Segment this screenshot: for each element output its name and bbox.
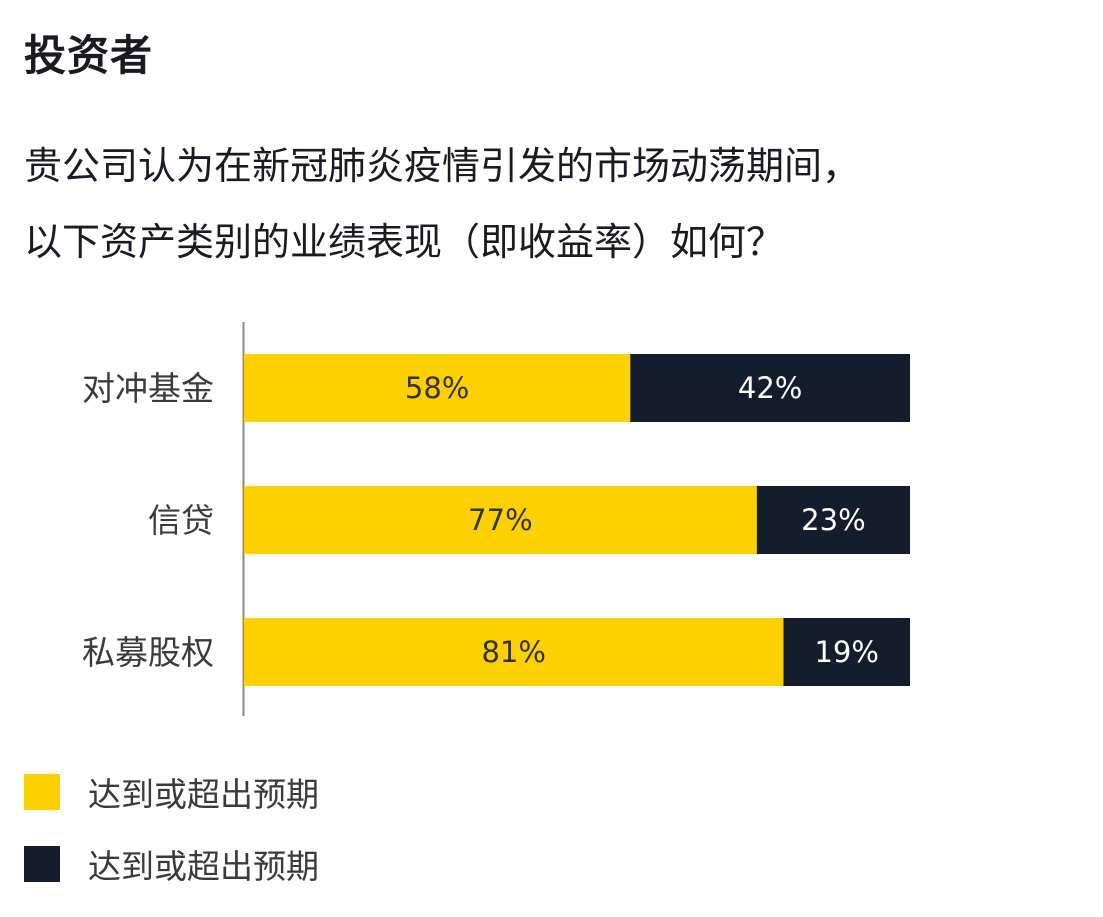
bar-segment-series-1 bbox=[244, 486, 757, 554]
bar-segment-series-1 bbox=[244, 618, 784, 686]
data-label-series-2: 42% bbox=[738, 371, 802, 405]
chart-question-line-1: 贵公司认为在新冠肺炎疫情引发的市场动荡期间， bbox=[24, 144, 861, 188]
legend-item-series-2: 达到或超出预期 bbox=[24, 844, 319, 886]
data-label-series-1: 81% bbox=[481, 635, 545, 669]
chart-question: 贵公司认为在新冠肺炎疫情引发的市场动荡期间， 以下资产类别的业绩表现（即收益率）… bbox=[24, 128, 1094, 280]
legend-item-series-1: 达到或超出预期 bbox=[24, 772, 319, 814]
legend-swatch-series-1 bbox=[24, 774, 60, 810]
bar-segment-series-2 bbox=[756, 486, 910, 554]
bar-segment-series-2 bbox=[630, 354, 910, 422]
category-label: 私募股权 bbox=[82, 633, 214, 672]
data-label-series-2: 19% bbox=[814, 635, 878, 669]
category-label: 信贷 bbox=[148, 501, 214, 540]
data-label-series-1: 77% bbox=[468, 503, 532, 537]
data-label-series-2: 23% bbox=[801, 503, 865, 537]
data-label-series-1: 58% bbox=[405, 371, 469, 405]
chart-heading: 投资者 bbox=[24, 31, 154, 80]
legend-swatch-series-2 bbox=[24, 846, 60, 882]
bar-segment-series-2 bbox=[783, 618, 910, 686]
stacked-bar-chart: 对冲基金 58% 42% 信贷 77% 23% 私募股权 81% 19% bbox=[82, 322, 910, 716]
chart-question-line-2: 以下资产类别的业绩表现（即收益率）如何？ bbox=[24, 220, 785, 264]
legend-label-series-1: 达到或超出预期 bbox=[88, 775, 319, 814]
bars-group: 对冲基金 58% 42% 信贷 77% 23% 私募股权 81% 19% bbox=[82, 354, 910, 686]
legend-label-series-2: 达到或超出预期 bbox=[88, 847, 319, 886]
bar-segment-series-1 bbox=[244, 354, 631, 422]
category-label: 对冲基金 bbox=[82, 369, 214, 408]
